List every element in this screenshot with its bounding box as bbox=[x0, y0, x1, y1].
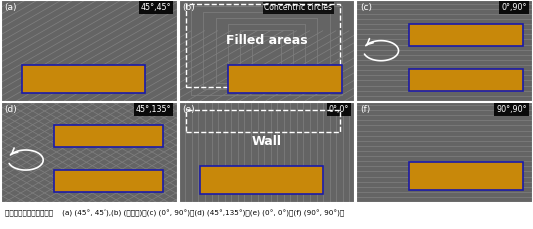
Text: (d): (d) bbox=[5, 105, 18, 114]
Bar bbox=[228, 24, 305, 77]
Text: 45°,45°: 45°,45° bbox=[141, 3, 171, 12]
Text: 不同填充路径的示意图：    (a) (45°, 45ʹ),(b) (同心圆)。(c) (0°, 90°)。(d) (45°,135°)。(e) (0°, 0°: 不同填充路径的示意图： (a) (45°, 45ʹ),(b) (同心圆)。(c)… bbox=[5, 209, 344, 217]
Text: (b): (b) bbox=[182, 3, 195, 12]
Text: (e): (e) bbox=[182, 105, 195, 114]
Bar bbox=[54, 170, 163, 192]
Bar bbox=[22, 65, 145, 93]
Bar bbox=[409, 162, 523, 190]
Bar bbox=[186, 5, 340, 87]
Bar bbox=[215, 18, 318, 83]
Bar bbox=[191, 6, 342, 95]
Bar bbox=[409, 24, 523, 46]
Text: 45°,135°: 45°,135° bbox=[136, 105, 171, 114]
Text: 0°,0°: 0°,0° bbox=[329, 105, 349, 114]
Bar bbox=[186, 110, 340, 132]
Bar bbox=[54, 125, 163, 147]
Bar bbox=[253, 36, 280, 65]
Bar bbox=[203, 12, 330, 89]
Bar bbox=[200, 166, 322, 194]
Text: (a): (a) bbox=[5, 3, 17, 12]
Bar bbox=[240, 30, 293, 71]
Bar bbox=[228, 65, 342, 93]
Text: (f): (f) bbox=[360, 105, 370, 114]
Text: Filled areas: Filled areas bbox=[225, 34, 308, 47]
Bar bbox=[409, 69, 523, 91]
Text: 0°,90°: 0°,90° bbox=[501, 3, 527, 12]
Text: (c): (c) bbox=[360, 3, 372, 12]
Text: Concentric circles: Concentric circles bbox=[264, 3, 332, 12]
Text: Wall: Wall bbox=[252, 136, 281, 148]
Text: 90°,90°: 90°,90° bbox=[496, 105, 527, 114]
